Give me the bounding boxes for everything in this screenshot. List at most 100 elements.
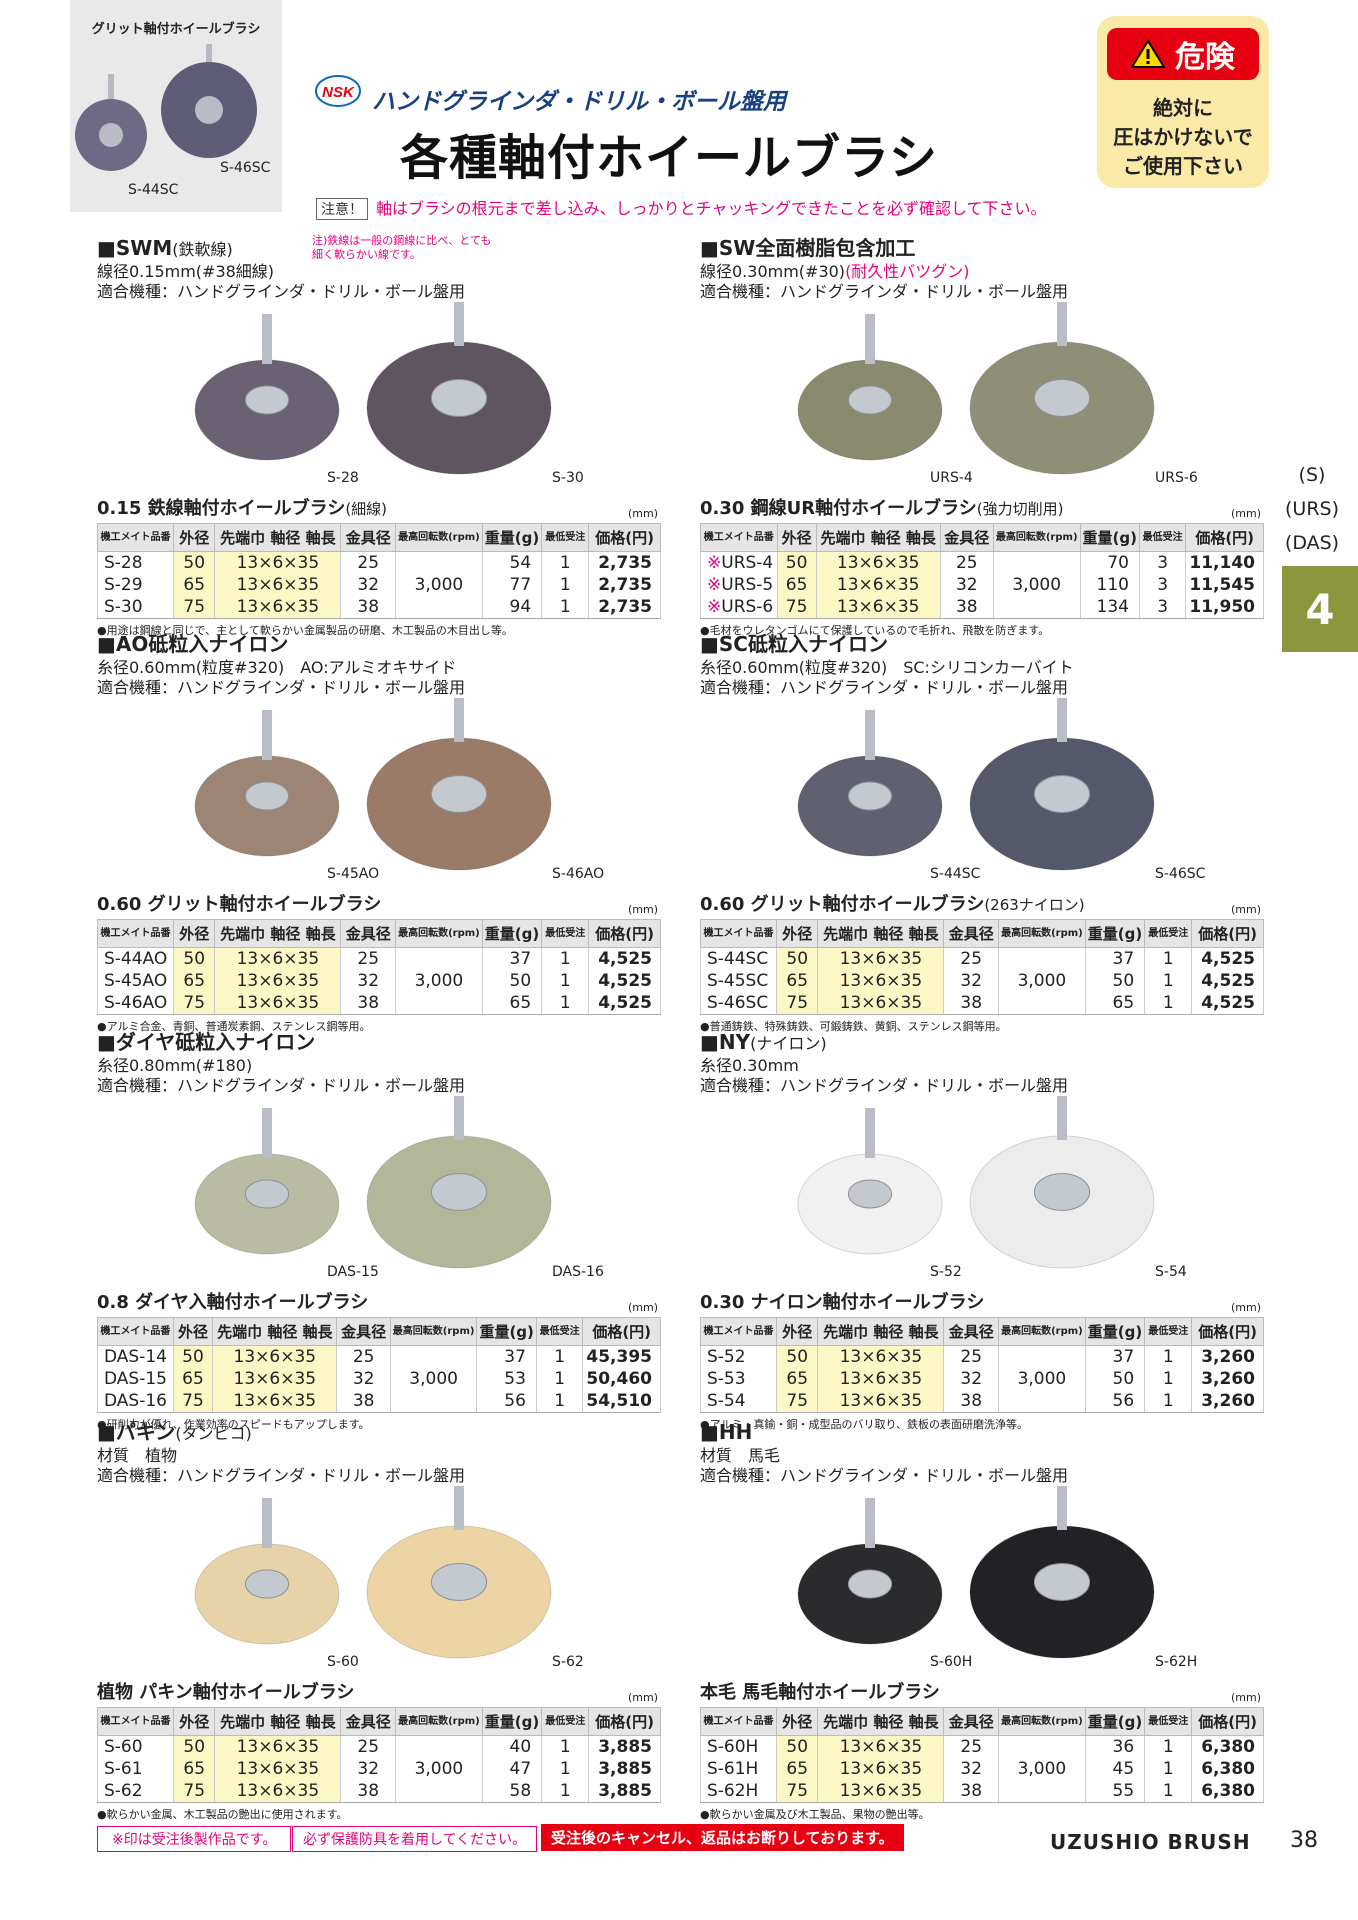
column-header: 機工メイト品番 [699, 1707, 778, 1736]
photo-label: DAS-15 [327, 1264, 379, 1280]
column-header: 最低受注 [1144, 1707, 1193, 1736]
metal-hub [430, 1173, 488, 1211]
photo-label: S-52 [930, 1264, 962, 1280]
product-section: ■SC砥粒入ナイロン 糸径0.60mm(粒度#320) SC:シリコンカーバイト適… [699, 632, 1265, 1034]
brush-illustration [797, 698, 1155, 871]
shaft [1057, 1486, 1067, 1530]
spec-text: 糸径0.80mm(#180) [97, 1056, 253, 1075]
spec-line: 糸径0.30mm [700, 1056, 1265, 1076]
min-order-cell: 3 [1138, 596, 1187, 619]
price-cell: 2,735 [588, 596, 661, 619]
compatible-machines: 適合機種：ハンドグラインダ・ドリル・ボール盤用 [700, 678, 1069, 697]
danger-warning-box: 危険 絶対に 圧はかけないで ご使用下さい [1097, 16, 1269, 188]
weight-cell: 56 [1084, 1390, 1146, 1413]
compatible-machines: 適合機種：ハンドグラインダ・ドリル・ボール盤用 [97, 1466, 466, 1485]
hero-label: S-46SC [220, 160, 271, 176]
table-header-row: 機工メイト品番 外径 先端巾 軸径 軸長 金具径 最高回転数(rpm) 重量(g) 最低受注… [699, 919, 1264, 948]
compatible-machines: 適合機種：ハンドグラインダ・ドリル・ボール盤用 [97, 1076, 466, 1095]
part-number-cell: S-45AO [96, 970, 175, 992]
column-header: 価格(円) [1185, 523, 1264, 552]
spec-table: 機工メイト品番 外径 先端巾 軸径 軸長 金具径 最高回転数(rpm) 重量(g) 最低受注… [97, 1317, 661, 1413]
shaft [262, 314, 272, 364]
price-cell: 11,950 [1185, 596, 1264, 619]
part-number: S-29 [104, 575, 143, 595]
weight-cell: 110 [1079, 574, 1140, 596]
table-row: S-62H 75 13×6×35 38 55 1 6,380 [699, 1780, 1264, 1803]
photo-label: S-60H [930, 1654, 973, 1670]
product-photo: S-52 S-54 [700, 1096, 1265, 1286]
metal-hub [244, 781, 290, 811]
column-header: 重量(g) [476, 1317, 537, 1346]
made-to-order-mark: ※ [707, 597, 722, 617]
unit-label: (mm) [1230, 507, 1261, 520]
table-title: 0.8 ダイヤ入軸付ホイールブラシ [97, 1288, 368, 1314]
price-cell: 2,735 [588, 551, 661, 574]
part-number-cell: S-44AO [96, 947, 175, 970]
product-photo: S-44SC S-46SC [700, 698, 1265, 888]
footer-note-no-cancel: 受注後のキャンセル、返品はお断りしております。 [541, 1824, 904, 1851]
column-header: 最高回転数(rpm) [395, 523, 483, 552]
column-header: 価格(円) [1191, 919, 1264, 948]
min-order-cell: 1 [541, 992, 590, 1015]
metal-hub [1033, 1173, 1091, 1211]
outer-diameter-cell: 75 [172, 1390, 214, 1413]
chapter-tab[interactable]: 4 [1282, 566, 1358, 652]
fitting-diameter-cell: 32 [939, 574, 994, 596]
section-name: SW全面樹脂包含加工 [718, 236, 916, 260]
outer-diameter-cell: 65 [776, 574, 817, 596]
fitting-diameter-cell: 32 [943, 1758, 1000, 1780]
column-header: 金具径 [340, 1707, 397, 1736]
column-header: 最高回転数(rpm) [998, 919, 1086, 948]
min-order-cell: 1 [1144, 947, 1193, 970]
table-header-row: 機工メイト品番 外径 先端巾 軸径 軸長 金具径 最高回転数(rpm) 重量(g) 最低受注… [96, 1707, 661, 1736]
column-header: 最高回転数(rpm) [389, 1317, 478, 1346]
product-section: ■SW全面樹脂包含加工 線径0.30mm(#30)(耐久性バツグン) 適合機種：ハン… [700, 236, 1265, 638]
min-order-cell: 1 [1144, 992, 1193, 1015]
part-number: S-45SC [707, 971, 769, 991]
price-cell: 54,510 [582, 1390, 661, 1413]
dimensions-cell: 13×6×35 [817, 1345, 945, 1368]
weight-cell: 56 [476, 1390, 537, 1413]
metal-hub [1033, 379, 1091, 417]
column-header: 先端巾 軸径 軸長 [817, 1317, 945, 1346]
fitting-diameter-cell: 38 [943, 992, 1000, 1015]
part-number-cell: ※URS-6 [700, 596, 778, 619]
brand-name: UZUSHIO BRUSH [1050, 1830, 1251, 1854]
square-bullet-icon: ■ [700, 1420, 719, 1444]
section-name: ダイヤ砥粒入ナイロン [115, 1030, 316, 1054]
square-bullet-icon: ■ [700, 632, 719, 656]
min-order-cell: 1 [535, 1390, 584, 1413]
section-name: SC砥粒入ナイロン [718, 632, 888, 656]
column-header: 機工メイト品番 [97, 1317, 174, 1346]
section-footnote: ●アルミ・真鍮・銅・成型品のバリ取り、鉄板の表面研磨洗浄等。 [700, 1418, 1029, 1431]
section-title: ■ダイヤ砥粒入ナイロン [97, 1030, 662, 1056]
table-title-suffix: (強力切削用) [976, 500, 1064, 518]
dimensions-cell: 13×6×35 [214, 992, 342, 1015]
column-header: 金具径 [943, 1707, 1000, 1736]
fitting-diameter-cell: 32 [336, 1368, 391, 1390]
table-row: S-54 75 13×6×35 38 56 1 3,260 [699, 1390, 1264, 1413]
column-header: 金具径 [336, 1317, 391, 1346]
spec-table: 機工メイト品番 外径 先端巾 軸径 軸長 金具径 最高回転数(rpm) 重量(g) 最低受注… [96, 919, 661, 1015]
column-header: 先端巾 軸径 軸長 [815, 523, 941, 552]
column-header: 金具径 [939, 523, 994, 552]
fitting-diameter-cell: 25 [939, 551, 994, 574]
fitting-diameter-cell: 38 [340, 596, 397, 619]
price-cell: 6,380 [1191, 1758, 1264, 1780]
metal-hub [847, 1569, 893, 1599]
table-title-row: 0.60 グリット軸付ホイールブラシ (mm) [97, 890, 662, 916]
brush-illustration [797, 302, 1155, 475]
outer-diameter-cell: 65 [776, 1758, 819, 1780]
column-header: 重量(g) [1084, 1707, 1146, 1736]
section-footnote: ●用途は鋼線と同じで、主として軟らかい金属製品の研磨、木工製品の木目出し等。 [97, 624, 513, 637]
dimensions-cell: 13×6×35 [214, 574, 342, 596]
spec-text: 線径0.15mm(#38細線) [97, 262, 275, 281]
brush-illustration [797, 1486, 1155, 1659]
table-row: S-45SC 65 13×6×35 32 50 1 4,525 [699, 970, 1264, 992]
part-number: DAS-15 [104, 1369, 167, 1389]
dimensions-cell: 13×6×35 [815, 596, 941, 619]
part-number-cell: S-62H [699, 1780, 778, 1803]
column-header: 先端巾 軸径 軸長 [212, 1317, 338, 1346]
unit-label: (mm) [627, 1691, 658, 1704]
weight-cell: 37 [1084, 947, 1146, 970]
